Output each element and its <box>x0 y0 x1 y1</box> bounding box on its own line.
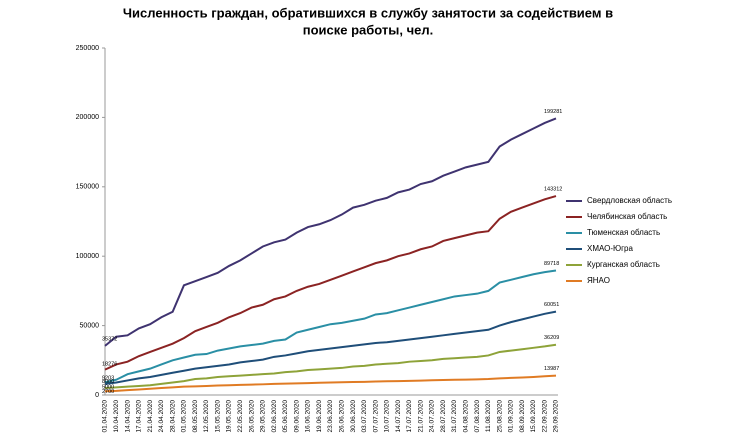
x-tick-label: 03.07.2020 <box>361 400 368 433</box>
x-tick-label: 29.05.2020 <box>260 400 267 433</box>
x-tick-label: 15.05.2020 <box>214 400 221 433</box>
series-line <box>104 195 557 371</box>
data-label: 5000 <box>102 385 114 391</box>
series-line <box>104 269 557 384</box>
x-tick-label: 12.05.2020 <box>203 400 210 433</box>
data-label: 8000 <box>102 379 114 385</box>
legend-label: Курганская область <box>587 260 660 269</box>
x-tick-label: 26.05.2020 <box>248 400 255 433</box>
x-tick-label: 30.06.2020 <box>350 400 357 433</box>
y-tick-label: 250000 <box>76 45 99 52</box>
data-label: 2700 <box>102 389 114 395</box>
x-tick-label: 22.05.2020 <box>237 400 244 433</box>
y-tick-label: 50000 <box>80 322 100 329</box>
x-tick-label: 25.08.2020 <box>496 400 503 433</box>
x-tick-label: 15.09.2020 <box>530 400 537 433</box>
x-tick-label: 16.06.2020 <box>305 400 312 433</box>
x-tick-label: 14.07.2020 <box>395 400 402 433</box>
data-label: 89718 <box>544 261 559 267</box>
series-line <box>104 310 557 385</box>
x-tick-label: 08.05.2020 <box>192 400 199 433</box>
x-tick-label: 23.06.2020 <box>327 400 334 433</box>
chart-title: поиске работы, чел. <box>303 22 434 37</box>
x-tick-label: 28.07.2020 <box>440 400 447 433</box>
x-tick-label: 04.08.2020 <box>463 400 470 433</box>
data-label: 13987 <box>544 366 559 372</box>
y-tick-label: 150000 <box>76 184 99 191</box>
y-tick-label: 0 <box>95 392 99 399</box>
series-line <box>104 374 557 393</box>
x-tick-label: 28.04.2020 <box>169 400 176 433</box>
x-tick-label: 31.07.2020 <box>451 400 458 433</box>
y-tick-label: 200000 <box>76 114 99 121</box>
x-tick-label: 19.06.2020 <box>316 400 323 433</box>
series-line <box>104 343 557 390</box>
x-tick-label: 29.09.2020 <box>553 400 560 433</box>
x-tick-label: 24.07.2020 <box>429 400 436 433</box>
data-label: 60051 <box>544 302 559 308</box>
data-label: 36209 <box>544 335 559 341</box>
x-tick-label: 17.07.2020 <box>406 400 413 433</box>
x-tick-label: 21.04.2020 <box>147 400 154 433</box>
x-tick-label: 10.07.2020 <box>384 400 391 433</box>
legend-label: Тюменская область <box>587 228 660 237</box>
x-tick-label: 19.05.2020 <box>226 400 233 433</box>
x-tick-label: 07.07.2020 <box>372 400 379 433</box>
legend-label: Челябинская область <box>587 212 667 221</box>
data-label: 143312 <box>544 187 562 193</box>
x-tick-label: 05.06.2020 <box>282 400 289 433</box>
chart-title: Численность граждан, обратившихся в служ… <box>123 5 613 20</box>
x-tick-label: 01.04.2020 <box>102 400 109 433</box>
series-line <box>104 117 557 347</box>
legend-label: ХМАО-Югра <box>587 244 633 253</box>
data-label: 18276 <box>102 362 117 368</box>
x-tick-label: 01.05.2020 <box>181 400 188 433</box>
x-tick-label: 07.08.2020 <box>474 400 481 433</box>
x-tick-label: 01.09.2020 <box>508 400 515 433</box>
data-label: 199281 <box>544 109 562 115</box>
x-tick-label: 09.06.2020 <box>293 400 300 433</box>
x-tick-label: 21.07.2020 <box>417 400 424 433</box>
x-tick-label: 24.04.2020 <box>158 400 165 433</box>
x-tick-label: 08.09.2020 <box>519 400 526 433</box>
x-tick-label: 17.04.2020 <box>136 400 143 433</box>
x-tick-label: 22.09.2020 <box>541 400 548 433</box>
data-label: 35372 <box>102 336 117 342</box>
x-tick-label: 26.06.2020 <box>338 400 345 433</box>
legend-label: Свердловская область <box>587 196 672 205</box>
legend-label: ЯНАО <box>587 276 610 285</box>
x-tick-label: 02.06.2020 <box>271 400 278 433</box>
x-tick-label: 10.04.2020 <box>113 400 120 433</box>
x-tick-label: 11.08.2020 <box>485 400 492 432</box>
x-tick-label: 14.04.2020 <box>124 400 131 433</box>
y-tick-label: 100000 <box>76 253 99 260</box>
data-label: 9203 <box>102 376 114 382</box>
